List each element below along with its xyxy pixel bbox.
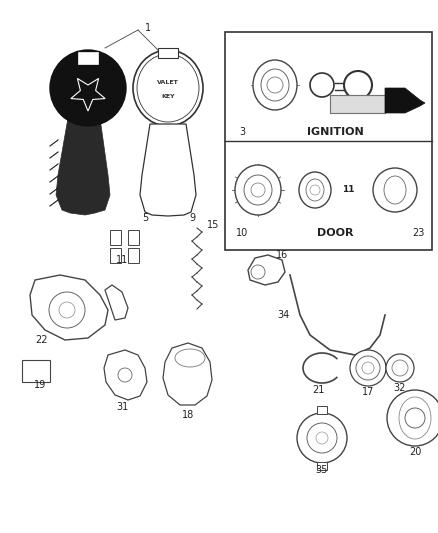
Text: 23: 23: [412, 228, 424, 238]
Text: IGNITION: IGNITION: [307, 127, 364, 137]
Text: 10: 10: [236, 228, 248, 238]
Circle shape: [387, 390, 438, 446]
Bar: [110, 248, 121, 263]
Text: KEY: KEY: [161, 93, 175, 99]
Text: 3: 3: [239, 127, 245, 137]
Text: 31: 31: [116, 402, 128, 412]
Circle shape: [310, 73, 334, 97]
Text: 34: 34: [278, 310, 290, 320]
Circle shape: [307, 423, 337, 453]
Circle shape: [316, 432, 328, 444]
Text: 21: 21: [312, 385, 324, 395]
Text: VALET: VALET: [157, 80, 179, 85]
Ellipse shape: [137, 54, 199, 122]
Bar: [128, 230, 139, 245]
Text: 18: 18: [182, 410, 194, 420]
Circle shape: [344, 71, 372, 99]
Bar: [317, 462, 327, 470]
Circle shape: [356, 356, 380, 380]
Polygon shape: [140, 124, 196, 216]
Bar: [158, 48, 178, 58]
Ellipse shape: [133, 50, 203, 126]
Text: 20: 20: [409, 447, 421, 457]
Ellipse shape: [175, 349, 205, 367]
Polygon shape: [385, 88, 425, 113]
Polygon shape: [248, 255, 285, 285]
Bar: [22, 360, 50, 382]
Circle shape: [373, 168, 417, 212]
Ellipse shape: [261, 69, 289, 101]
Bar: [110, 230, 121, 245]
Circle shape: [350, 350, 386, 386]
Bar: [330, 95, 385, 113]
Ellipse shape: [306, 179, 324, 201]
Circle shape: [251, 183, 265, 197]
Polygon shape: [104, 350, 147, 400]
Text: 9: 9: [189, 213, 195, 223]
Circle shape: [405, 408, 425, 428]
Ellipse shape: [253, 60, 297, 110]
Circle shape: [118, 368, 132, 382]
Polygon shape: [163, 343, 212, 405]
Ellipse shape: [235, 165, 281, 215]
Ellipse shape: [244, 175, 272, 205]
Bar: [78, 52, 98, 64]
Polygon shape: [30, 275, 108, 340]
Circle shape: [49, 292, 85, 328]
Circle shape: [267, 77, 283, 93]
Ellipse shape: [384, 176, 406, 204]
Circle shape: [251, 265, 265, 279]
Bar: [330, 95, 385, 113]
Circle shape: [362, 362, 374, 374]
Ellipse shape: [299, 172, 331, 208]
Text: 17: 17: [362, 387, 374, 397]
Text: 15: 15: [207, 220, 219, 230]
Circle shape: [59, 302, 75, 318]
Ellipse shape: [399, 397, 431, 439]
Text: 1: 1: [145, 23, 151, 33]
Circle shape: [310, 185, 320, 195]
Text: 19: 19: [34, 380, 46, 390]
Bar: [128, 248, 139, 263]
Text: 22: 22: [36, 335, 48, 345]
Circle shape: [297, 413, 347, 463]
Text: 11: 11: [342, 185, 354, 195]
Text: 32: 32: [394, 383, 406, 393]
Circle shape: [50, 50, 126, 126]
Polygon shape: [56, 118, 110, 215]
Circle shape: [386, 354, 414, 382]
Text: 5: 5: [142, 213, 148, 223]
Bar: [225, 32, 432, 250]
Text: 35: 35: [316, 465, 328, 475]
Text: DOOR: DOOR: [317, 228, 353, 238]
Text: 16: 16: [276, 250, 288, 260]
Polygon shape: [105, 285, 128, 320]
Text: 11: 11: [116, 255, 128, 265]
Circle shape: [392, 360, 408, 376]
Bar: [317, 406, 327, 414]
